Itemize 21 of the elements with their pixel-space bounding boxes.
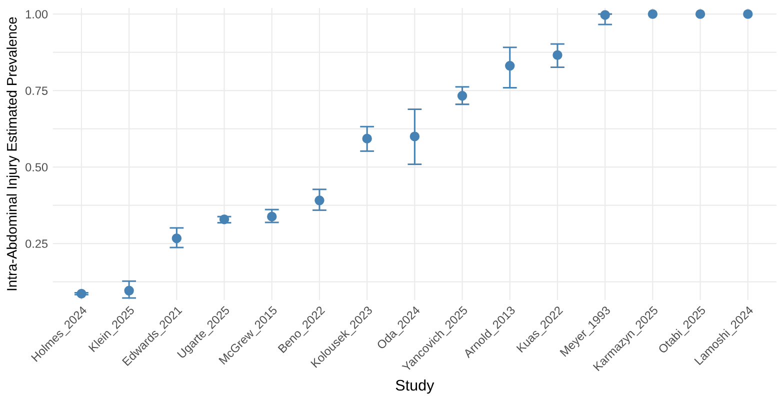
point [362,134,372,144]
point [457,90,468,101]
point [76,288,86,299]
point [314,196,324,206]
y-tick-label: 0.25 [26,240,48,248]
point [743,9,753,19]
point [600,10,610,20]
x-axis-title: Study [396,379,434,394]
y-tick-label: 0.50 [26,163,48,172]
point [648,9,658,19]
point [267,212,277,222]
point [505,60,515,71]
point [410,132,420,142]
y-tick-label: 1.00 [26,10,48,18]
y-axis-title: Intra-Abdominal Injury Estimated Prevalence [6,17,20,290]
point [552,50,562,60]
point [219,214,230,224]
point [172,233,182,244]
point [695,9,706,19]
y-tick-label: 0.75 [26,86,48,95]
point [124,286,134,296]
